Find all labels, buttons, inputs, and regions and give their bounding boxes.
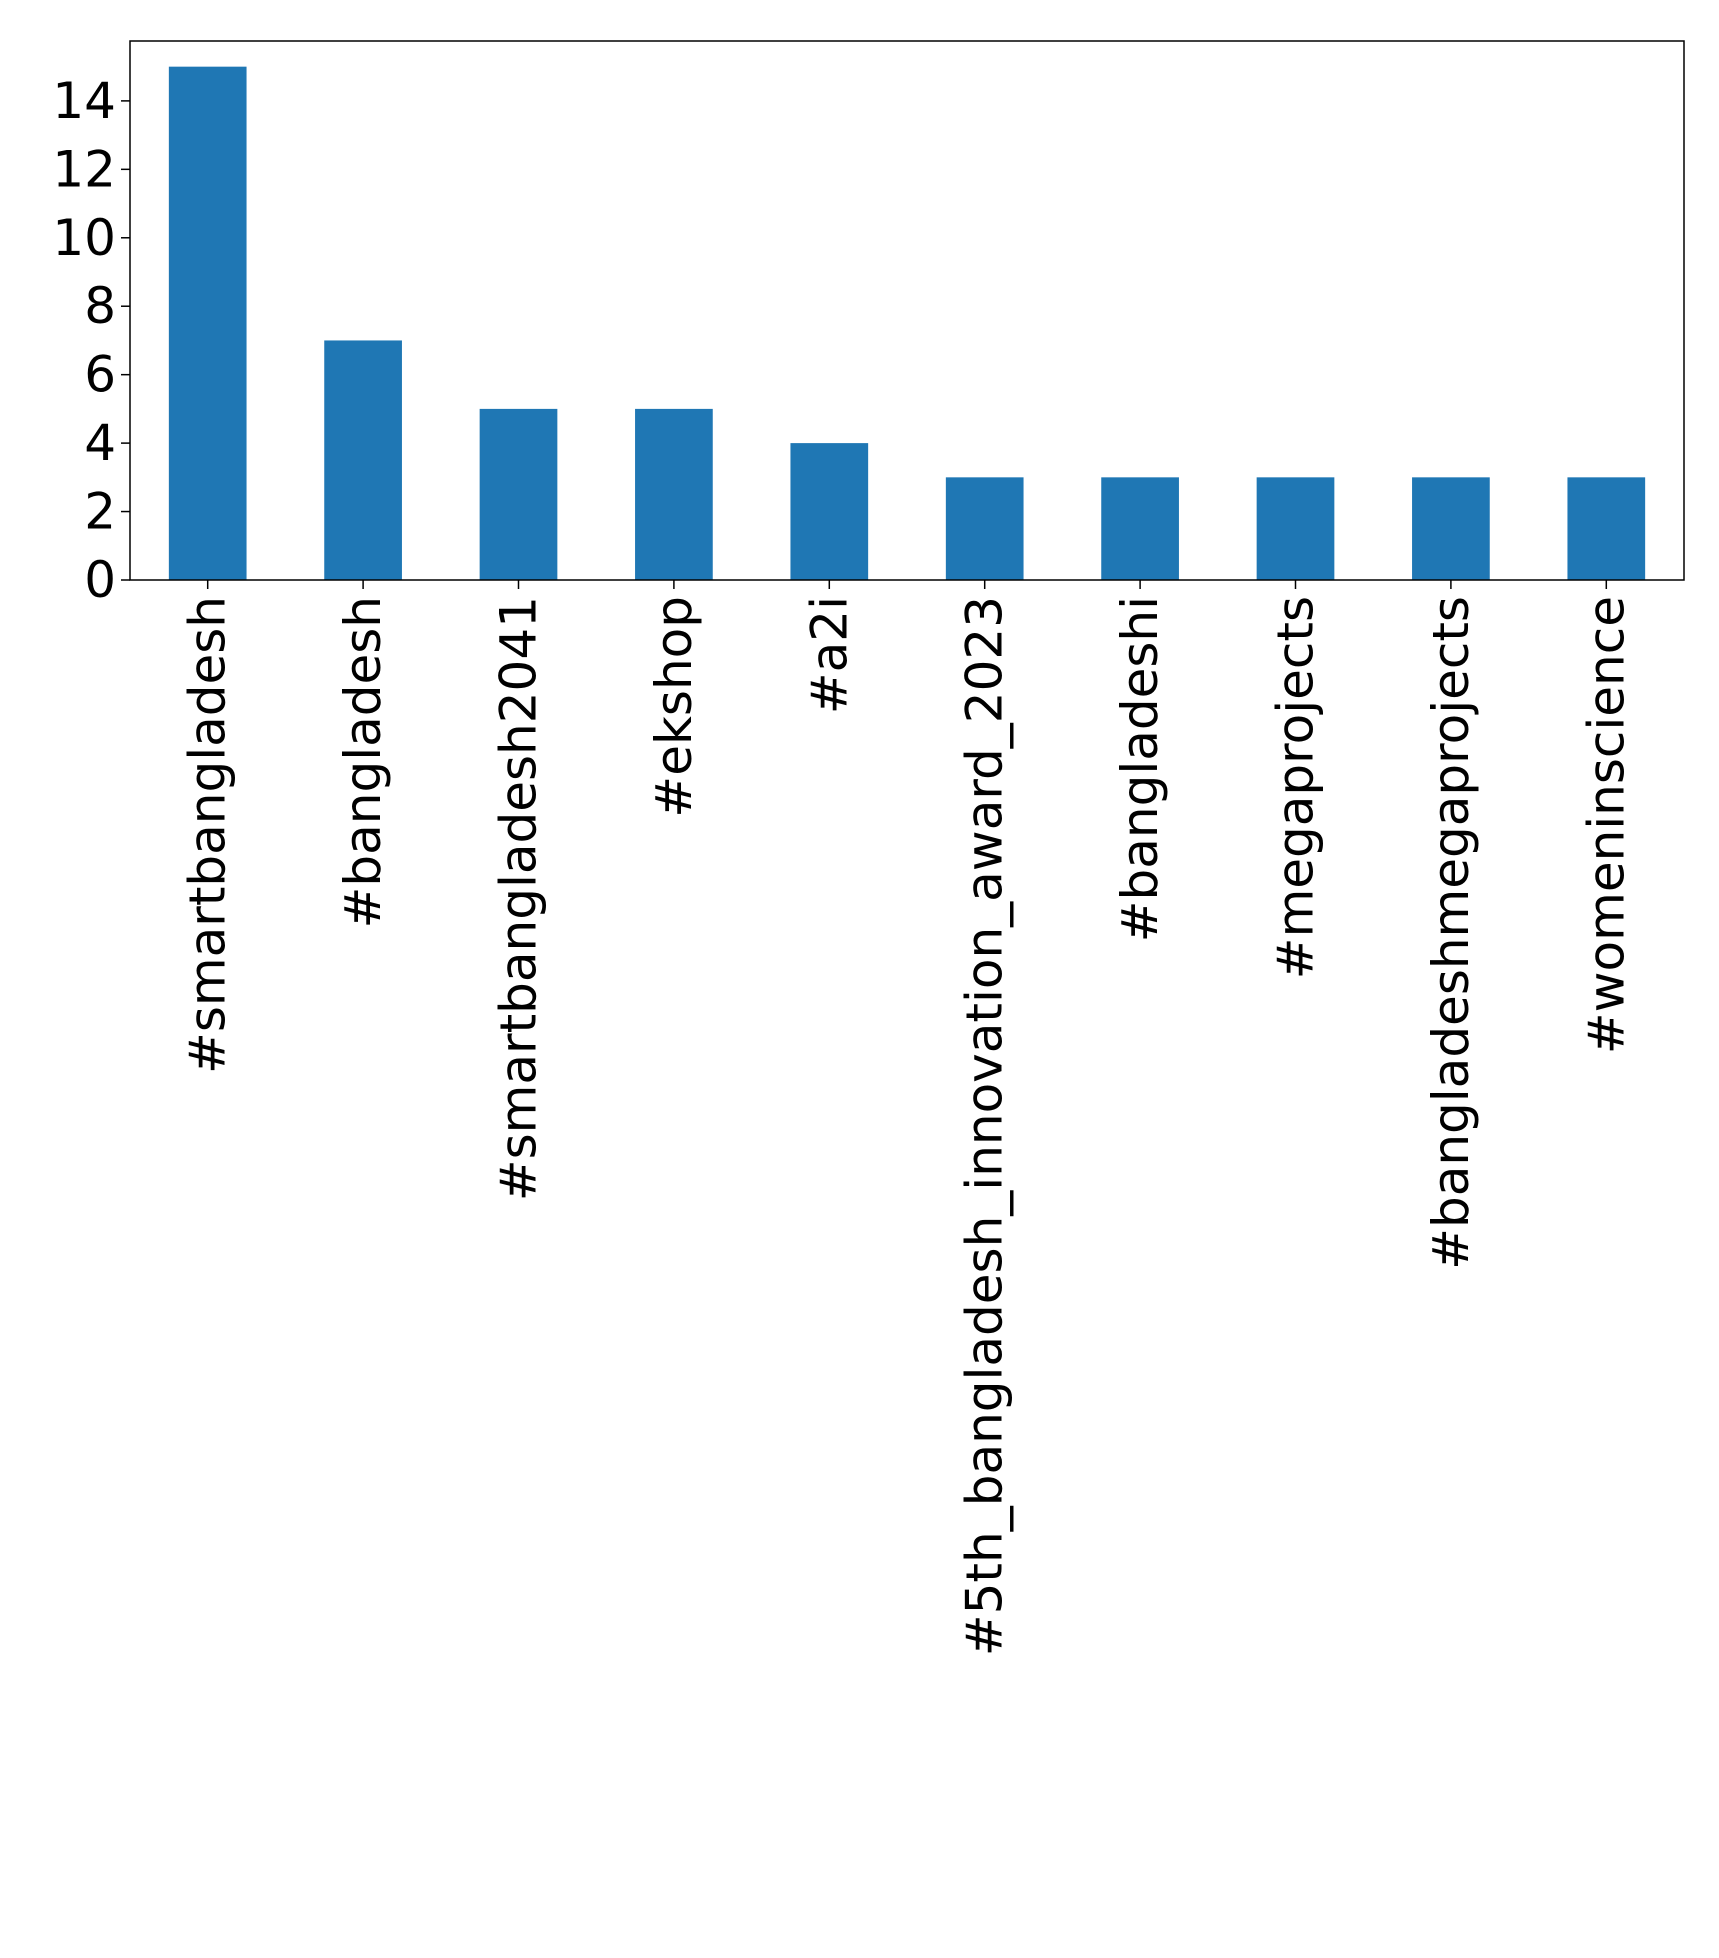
bar-bangladeshmegaprojects [1412, 477, 1490, 580]
bar-bangladeshi [1101, 477, 1179, 580]
bars-layer [168, 66, 1646, 580]
y-tick-label: 2 [84, 483, 116, 541]
x-tick-label: #megaprojects [1267, 596, 1325, 979]
x-tick-label: #smartbangladesh2041 [490, 596, 548, 1201]
x-tick-label: #a2i [800, 596, 858, 714]
x-axis: #smartbangladesh #bangladesh #smartbanglad… [179, 580, 1635, 1656]
x-tick-label: #ekshop [645, 596, 703, 818]
bar-5th-bangladesh-innovation-award-2023 [945, 477, 1024, 580]
bar-a2i [790, 443, 869, 580]
x-tick-label: #smartbangladesh [179, 596, 237, 1074]
x-tick-label: #bangladeshi [1111, 596, 1169, 942]
y-tick-label: 6 [84, 346, 116, 404]
bar-ekshop [635, 408, 713, 580]
y-tick-label: 0 [84, 551, 116, 609]
y-tick-label: 12 [52, 140, 116, 198]
bar-womeninscience [1567, 477, 1646, 580]
y-axis: 0 2 4 6 8 10 12 14 [52, 72, 130, 609]
y-tick-label: 4 [84, 414, 116, 472]
y-tick-label: 10 [52, 209, 116, 267]
bar-smartbangladesh [168, 66, 247, 580]
bar-megaprojects [1256, 477, 1335, 580]
bar-smartbangladesh2041 [479, 408, 558, 580]
bar-bangladesh [324, 340, 402, 580]
x-tick-label: #5th_bangladesh_innovation_award_2023 [956, 596, 1014, 1656]
y-tick-label: 14 [52, 72, 116, 130]
x-tick-label: #bangladesh [334, 596, 392, 928]
y-tick-label: 8 [84, 277, 116, 335]
x-tick-label: #bangladeshmegaprojects [1422, 596, 1480, 1270]
plot-frame [129, 40, 1685, 581]
x-tick-label: #womeninscience [1577, 596, 1635, 1054]
